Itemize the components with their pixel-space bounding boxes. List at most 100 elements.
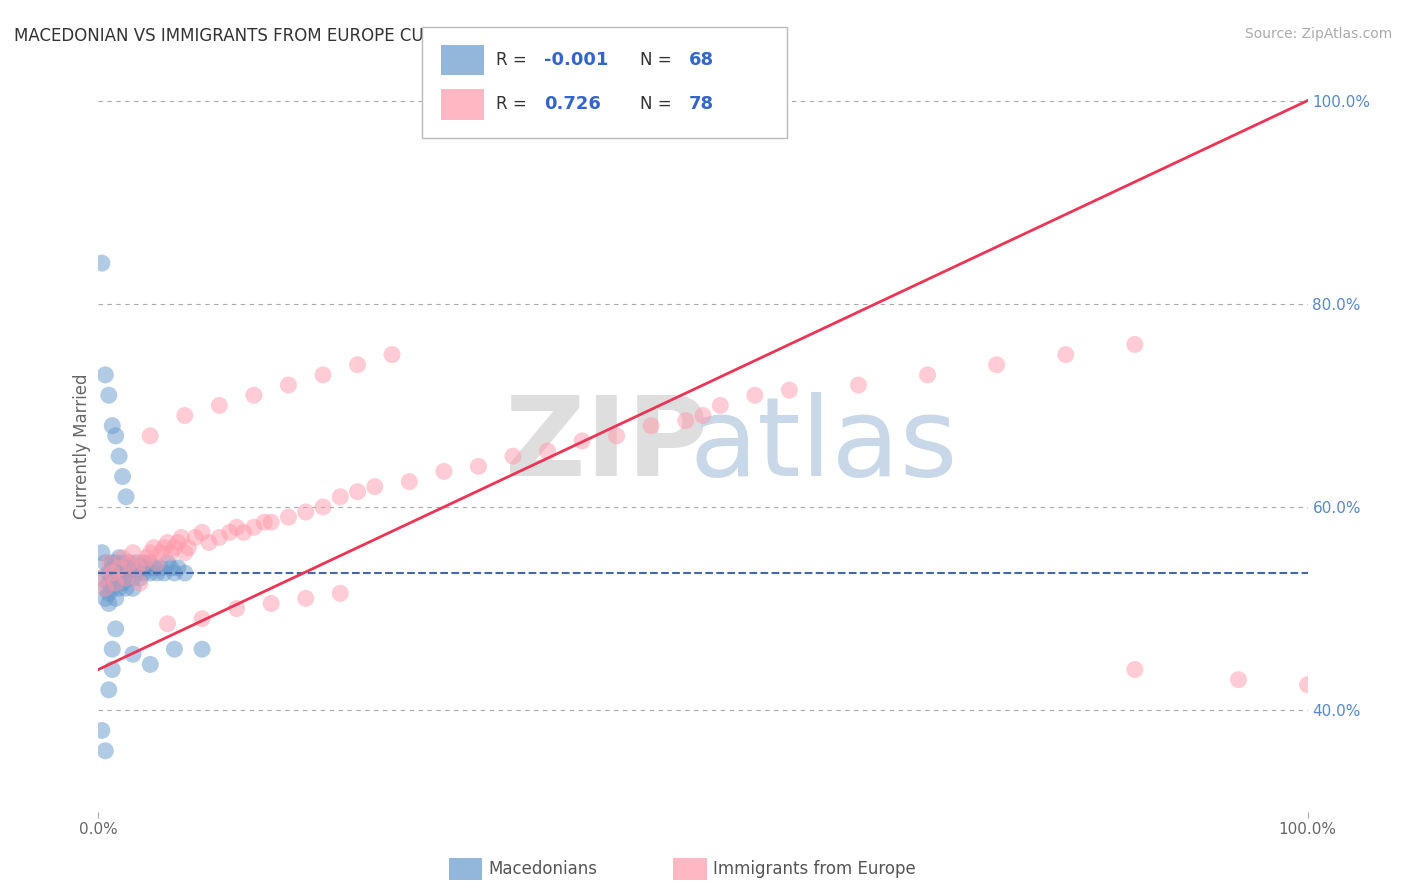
Point (111, 550, 134, 565)
Point (142, 561, 165, 575)
Point (94, 744, 117, 758)
Point (90, 571, 112, 585)
Point (115, 571, 138, 585)
Point (132, 556, 155, 570)
Point (97, 388, 120, 402)
Point (364, 480, 387, 494)
Point (149, 561, 172, 575)
Point (118, 566, 141, 580)
Point (101, 566, 124, 580)
Point (111, 469, 134, 483)
Point (125, 556, 148, 570)
Point (108, 550, 131, 565)
Point (111, 576, 134, 591)
Point (1331, 682, 1354, 697)
Point (108, 561, 131, 575)
Point (125, 561, 148, 575)
Point (173, 566, 195, 580)
Point (986, 358, 1008, 372)
Text: 78: 78 (689, 95, 714, 113)
Point (104, 576, 127, 591)
Point (101, 571, 124, 585)
Point (225, 520, 247, 534)
Point (115, 571, 138, 585)
Point (208, 398, 231, 412)
Point (225, 601, 247, 615)
Text: MACEDONIAN VS IMMIGRANTS FROM EUROPE CURRENTLY MARRIED CORRELATION CHART: MACEDONIAN VS IMMIGRANTS FROM EUROPE CUR… (14, 27, 765, 45)
Point (502, 449, 524, 463)
Point (104, 622, 127, 636)
Point (149, 546, 172, 560)
Point (208, 530, 231, 544)
Point (536, 444, 558, 458)
Point (90, 571, 112, 585)
Point (170, 530, 193, 544)
Point (294, 505, 316, 519)
Point (122, 571, 145, 585)
Point (139, 566, 162, 580)
Point (253, 515, 276, 529)
Point (108, 561, 131, 575)
Point (139, 556, 162, 570)
Text: atlas: atlas (690, 392, 957, 500)
Point (94, 581, 117, 595)
Y-axis label: Currently Married: Currently Married (73, 373, 91, 519)
Point (104, 576, 127, 591)
Point (101, 663, 124, 677)
Point (173, 546, 195, 560)
Point (146, 566, 169, 580)
Point (218, 525, 240, 540)
Point (346, 358, 368, 372)
Point (97, 566, 120, 580)
Point (128, 561, 150, 575)
Point (104, 556, 127, 570)
Point (101, 642, 124, 657)
Point (640, 418, 662, 433)
Point (398, 475, 420, 489)
Point (132, 556, 155, 570)
Point (692, 409, 714, 423)
Point (571, 434, 593, 448)
Point (1054, 347, 1077, 362)
Text: Immigrants from Europe: Immigrants from Europe (713, 860, 915, 878)
Text: -0.001: -0.001 (544, 51, 609, 69)
Point (191, 612, 214, 626)
Point (848, 378, 870, 392)
Point (160, 546, 183, 560)
Point (115, 490, 138, 504)
Point (778, 383, 800, 397)
Point (101, 418, 124, 433)
Point (101, 556, 124, 570)
Point (312, 368, 335, 382)
Point (97, 682, 120, 697)
Point (173, 409, 195, 423)
Text: 0.726: 0.726 (544, 95, 600, 113)
Point (97, 576, 120, 591)
Point (260, 597, 283, 611)
Point (118, 556, 141, 570)
Point (156, 535, 179, 549)
Point (108, 449, 131, 463)
Point (90, 256, 112, 270)
Point (111, 566, 134, 580)
Point (94, 581, 117, 595)
Point (94, 591, 117, 606)
Point (139, 657, 162, 672)
Point (135, 550, 157, 565)
Point (312, 500, 335, 514)
Text: Macedonians: Macedonians (488, 860, 598, 878)
Point (163, 642, 186, 657)
Point (606, 429, 628, 443)
Point (1296, 678, 1319, 692)
Point (167, 561, 190, 575)
Point (709, 398, 731, 412)
Point (294, 591, 316, 606)
Point (346, 484, 368, 499)
Point (232, 525, 254, 540)
Point (115, 581, 138, 595)
Point (184, 530, 207, 544)
Point (122, 561, 145, 575)
Point (381, 347, 404, 362)
Point (153, 541, 176, 555)
Text: N =: N = (640, 95, 676, 113)
